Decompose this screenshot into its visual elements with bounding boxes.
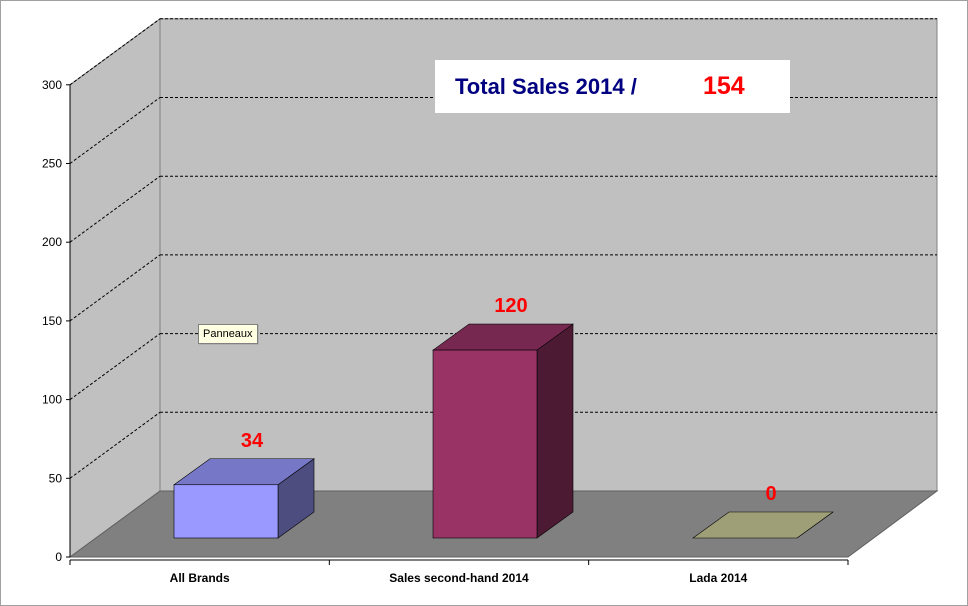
grid-line-side [69,254,161,322]
grid-line-side [69,97,161,164]
total-sales-value: 154 [703,72,745,100]
y-tick-label-300: 300 [42,78,62,92]
bar-1 [173,458,315,539]
bar-front-2 [432,349,538,539]
grid-line-side [69,333,161,401]
bar-front-1 [173,484,279,539]
category-label-1: All Brands [170,571,230,585]
bar-top-3 [692,511,834,539]
bar-side-2 [536,323,574,539]
total-sales-box: Total Sales 2014 / 154 [435,60,790,113]
tooltip-panneaux: Panneaux [198,324,258,344]
value-label-1: 34 [241,430,264,452]
y-tick-label-150: 150 [42,314,62,328]
value-label-3: 0 [765,483,776,505]
y-tick-label-100: 100 [42,393,62,407]
total-sales-label: Total Sales 2014 / [455,74,637,99]
grid-line-side [69,175,161,243]
category-label-3: Lada 2014 [689,571,747,585]
value-label-2: 120 [494,295,527,317]
bar-2 [432,323,574,539]
y-tick-label-0: 0 [55,550,62,564]
y-tick-label-50: 50 [49,471,63,485]
y-tick-label-200: 200 [42,235,62,249]
category-label-2: Sales second-hand 2014 [389,571,529,585]
y-tick-label-250: 250 [42,157,62,171]
bar-3 [692,511,834,539]
grid-line-side [69,411,161,479]
grid-line-side [69,18,161,86]
